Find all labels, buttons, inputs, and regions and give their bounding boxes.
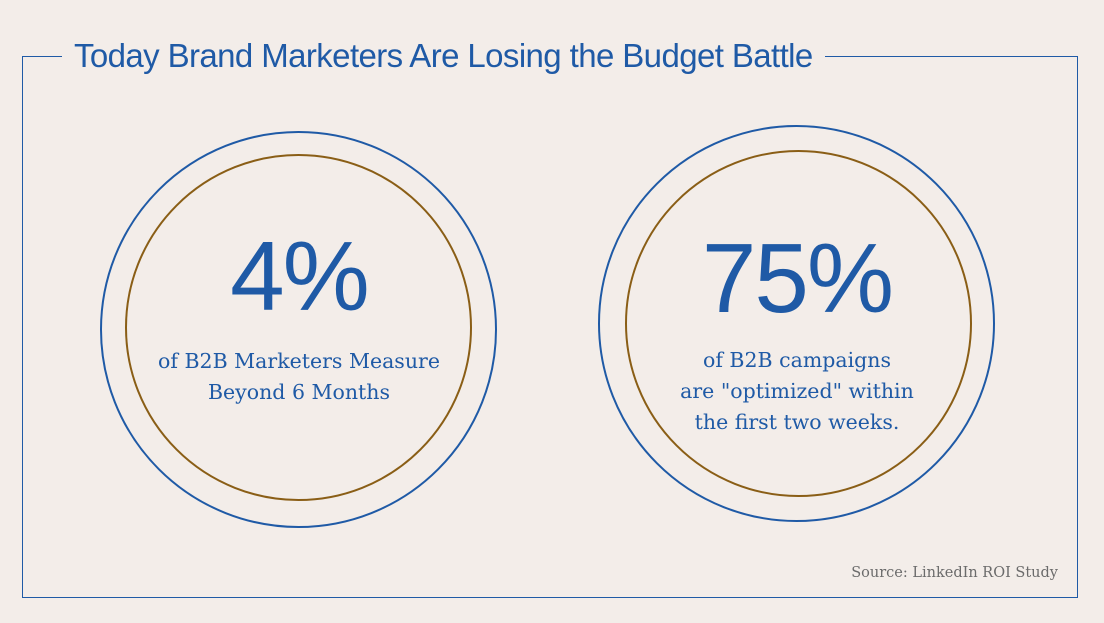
stat-2-caption: of B2B campaigns are "optimized" within … bbox=[617, 345, 977, 438]
stat-1-figure: 4% bbox=[230, 221, 370, 331]
stat-2-caption-line-2: are "optimized" within bbox=[680, 379, 914, 403]
stat-2-outer-ring bbox=[598, 125, 995, 522]
stat-1-caption-line-1: of B2B Marketers Measure bbox=[158, 349, 440, 373]
stat-2-caption-line-1: of B2B campaigns bbox=[702, 348, 892, 372]
stat-1-inner-ring bbox=[125, 154, 472, 501]
stat-2-caption-line-3: the first two weeks. bbox=[694, 410, 900, 434]
stat-2-inner-ring bbox=[625, 150, 972, 497]
stat-1-outer-ring bbox=[100, 131, 497, 528]
stat-1-caption: of B2B Marketers Measure Beyond 6 Months bbox=[119, 346, 479, 408]
stat-1-caption-line-2: Beyond 6 Months bbox=[207, 380, 391, 404]
page-title: Today Brand Marketers Are Losing the Bud… bbox=[62, 32, 825, 80]
source-note: Source: LinkedIn ROI Study bbox=[851, 565, 1058, 581]
stat-2-figure: 75% bbox=[701, 223, 894, 333]
